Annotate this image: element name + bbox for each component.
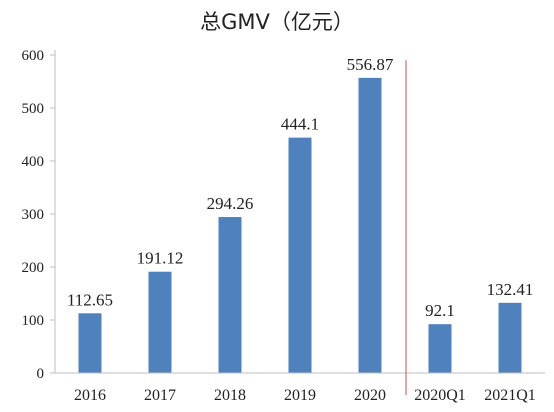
bar-2019 [288, 137, 312, 373]
data-label: 112.65 [67, 290, 113, 309]
data-label: 132.41 [487, 280, 534, 299]
x-tick-label: 2016 [74, 387, 106, 404]
data-label: 92.1 [425, 301, 455, 320]
y-tick-label: 500 [22, 101, 45, 117]
data-label: 444.1 [281, 115, 319, 134]
x-tick-label: 2018 [214, 387, 246, 404]
data-label: 294.26 [207, 194, 254, 213]
y-tick-label: 300 [22, 207, 45, 223]
y-axis: 0 100 200 300 400 500 600 [22, 48, 56, 382]
chart-title: 总GMV（亿元） [200, 10, 354, 34]
x-tick-label: 2020 [354, 387, 386, 404]
x-tick-label: 2020Q1 [414, 387, 466, 404]
bar-2021Q1 [498, 302, 522, 373]
y-tick-label: 100 [22, 313, 45, 329]
x-axis: 2016 2017 2018 2019 2020 2020Q1 2021Q1 [55, 372, 545, 404]
data-label: 191.12 [137, 249, 184, 268]
data-label: 556.87 [347, 55, 394, 74]
y-tick-label: 200 [22, 260, 45, 276]
bar-2020 [358, 77, 382, 374]
y-tick-label: 400 [22, 154, 45, 170]
x-tick-label: 2017 [144, 387, 176, 404]
data-labels: 112.65 191.12 294.26 444.1 556.87 92.1 132.41 [67, 55, 533, 320]
bar-2018 [218, 217, 242, 373]
bar-2020Q1 [428, 324, 452, 373]
bar-2017 [148, 271, 172, 373]
bar-2016 [78, 313, 102, 373]
bars [78, 77, 522, 374]
x-tick-label: 2021Q1 [484, 387, 536, 404]
y-tick-label: 0 [37, 366, 45, 382]
x-tick-label: 2019 [284, 387, 316, 404]
y-tick-label: 600 [22, 48, 45, 64]
